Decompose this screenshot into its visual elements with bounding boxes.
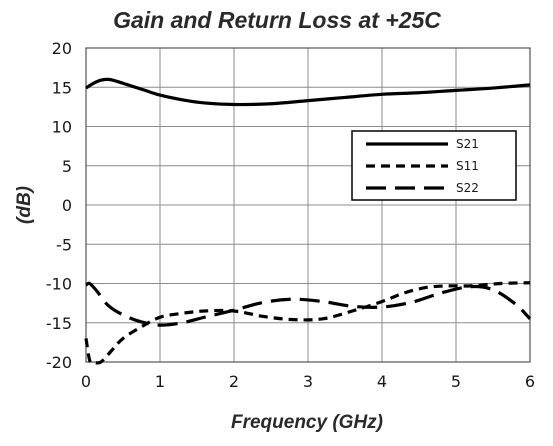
x-tick-label: 2 [229, 372, 239, 391]
y-tick-label: 5 [62, 157, 72, 176]
x-axis-label: Frequency (GHz) [231, 412, 383, 433]
y-tick-label: 10 [52, 118, 72, 137]
x-tick-label: 5 [451, 372, 461, 391]
y-tick-label: -15 [46, 314, 72, 333]
legend: S21 S11 S22 [351, 130, 517, 201]
legend-label-s21: S21 [456, 137, 479, 151]
chart-title: Gain and Return Loss at +25C [113, 7, 441, 33]
legend-label-s22: S22 [456, 181, 479, 195]
y-tick-label: 0 [62, 196, 72, 215]
y-tick-label: 15 [52, 78, 72, 97]
tick-labels: 0 1 2 3 4 5 6 20 15 10 5 0 -5 -10 -15 -20 [46, 39, 535, 391]
y-tick-label: -10 [46, 275, 72, 294]
series-lines [84, 77, 532, 365]
x-tick-label: 1 [155, 372, 165, 391]
x-tick-label: 3 [303, 372, 313, 391]
y-tick-label: 20 [52, 39, 72, 58]
x-tick-label: 4 [377, 372, 387, 391]
plot-area-frame [85, 47, 531, 363]
legend-label-s11: S11 [456, 159, 479, 173]
series-s11-line [84, 281, 531, 365]
series-s22-line [85, 281, 532, 327]
series-s21-line [85, 77, 531, 107]
grid [85, 47, 531, 363]
y-tick-label: -5 [56, 235, 72, 254]
x-tick-label: 0 [81, 372, 91, 391]
y-axis-label: (dB) [14, 186, 35, 224]
y-tick-label: -20 [46, 353, 72, 372]
x-tick-label: 6 [525, 372, 535, 391]
